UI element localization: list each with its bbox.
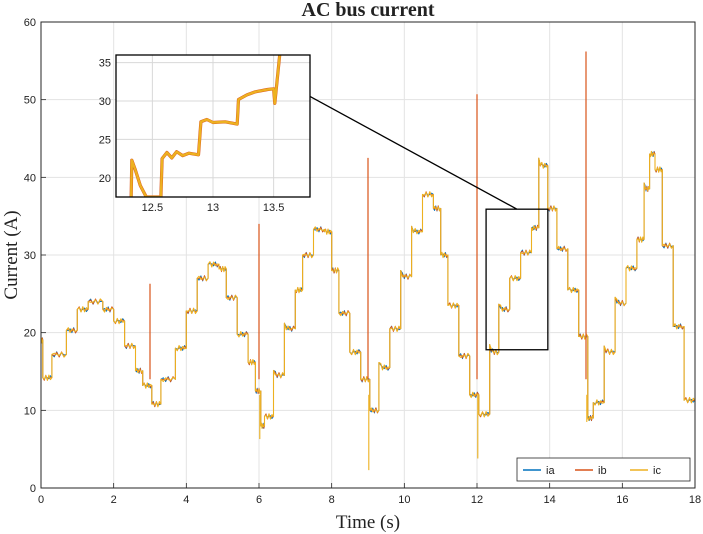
- y-tick-label: 10: [24, 405, 36, 417]
- x-tick-label: 8: [329, 494, 335, 506]
- inset-y-tick-label: 30: [99, 96, 111, 108]
- x-tick-label: 10: [398, 494, 410, 506]
- series-ic-line: [40, 150, 696, 429]
- y-tick-label: 60: [24, 17, 36, 29]
- zoom-connector: [309, 95, 518, 210]
- x-tick-label: 4: [183, 494, 189, 506]
- inset-y-tick-label: 25: [99, 134, 111, 146]
- legend-label-ib: ib: [598, 465, 607, 477]
- y-tick-label: 20: [24, 328, 36, 340]
- y-tick-label: 50: [24, 95, 36, 107]
- x-tick-label: 2: [111, 494, 117, 506]
- chart-title: AC bus current: [302, 0, 435, 21]
- inset-frame: [115, 54, 311, 198]
- inset-ic-line: [129, 55, 281, 197]
- x-tick-label: 6: [256, 494, 262, 506]
- inset-y-tick-label: 35: [99, 58, 111, 70]
- legend-box: [516, 457, 691, 482]
- x-tick-label: 18: [689, 494, 701, 506]
- legend-label-ia: ia: [546, 465, 555, 477]
- inset-x-tick-label: 13: [207, 202, 219, 214]
- inset-x-tick-label: 12.5: [142, 202, 163, 214]
- inset-x-tick-label: 13.5: [263, 202, 284, 214]
- main-series-lines: [40, 51, 696, 488]
- zoom-annotation: [309, 95, 549, 351]
- inset-y-tick-label: 20: [99, 173, 111, 185]
- x-tick-label: 14: [544, 494, 556, 506]
- y-tick-label: 30: [24, 250, 36, 262]
- legend: ia ib ic: [516, 457, 691, 482]
- x-tick-label: 12: [471, 494, 483, 506]
- x-tick-label: 0: [38, 494, 44, 506]
- y-tick-label: 40: [24, 172, 36, 184]
- inset-chart: 12.5 13 13.5 20 25 30 35: [99, 54, 311, 214]
- legend-label-ic: ic: [653, 465, 661, 477]
- x-axis-title: Time (s): [336, 512, 400, 533]
- x-tick-label: 16: [616, 494, 628, 506]
- y-tick-label: 0: [30, 483, 36, 495]
- axis-ticks: 0 2 4 6 8 10 12 14 16 18 0 10 20 30 40 50 60: [24, 17, 701, 506]
- y-axis-title: Current (A): [1, 210, 22, 299]
